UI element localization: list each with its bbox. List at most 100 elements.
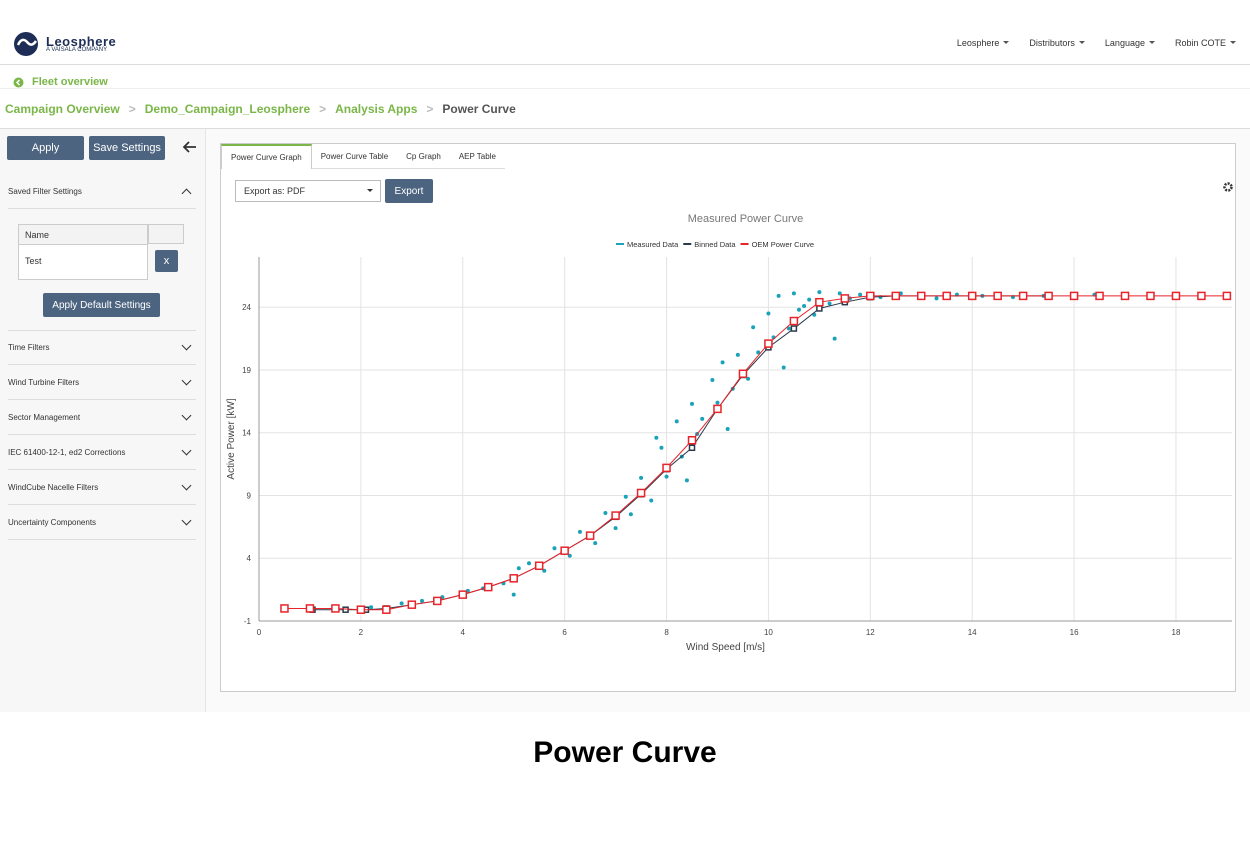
series-marker <box>342 606 349 613</box>
tab[interactable]: Power Curve Table <box>311 144 398 169</box>
tab[interactable]: AEP Table <box>449 144 505 169</box>
data-point <box>516 566 521 571</box>
y-tick-label: 9 <box>247 491 252 500</box>
series-marker <box>917 291 926 301</box>
series-marker <box>662 463 671 473</box>
series-line <box>284 295 1227 611</box>
filter-section[interactable]: WindCube Nacelle Filters <box>8 470 196 505</box>
data-point <box>649 498 654 503</box>
filter-section[interactable]: Wind Turbine Filters <box>8 365 196 400</box>
x-tick-label: 18 <box>1172 628 1181 637</box>
y-tick-label: 19 <box>242 366 251 375</box>
nav-item[interactable]: Distributors <box>1029 38 1085 48</box>
legend-label: Binned Data <box>694 240 736 249</box>
table-cell[interactable]: Test <box>25 256 42 266</box>
filter-section[interactable]: Sector Management <box>8 400 196 435</box>
header <box>0 0 1250 65</box>
series-marker <box>305 604 315 613</box>
data-point <box>700 416 705 421</box>
crumb[interactable]: Analysis Apps <box>335 101 418 116</box>
section-title: Uncertainty Components <box>8 517 97 527</box>
saved-table: Name Test <box>18 224 148 280</box>
tabs: Power Curve Graph Power Curve Table Cp G… <box>221 144 505 169</box>
data-point <box>827 301 832 306</box>
delete-button[interactable]: x <box>155 250 178 272</box>
series-marker <box>331 604 340 613</box>
series-marker <box>407 600 417 609</box>
crumb[interactable]: Campaign Overview <box>5 101 120 116</box>
x-tick-label: 2 <box>359 628 364 637</box>
default-button[interactable]: Apply Default Settings <box>43 293 160 317</box>
nav-item[interactable]: Robin COTE <box>1175 38 1236 48</box>
tab[interactable]: Power Curve Graph <box>221 144 312 169</box>
select-value: Export as: PDF <box>244 186 306 196</box>
data-point <box>654 435 659 440</box>
data-point <box>710 378 715 383</box>
section-title: WindCube Nacelle Filters <box>8 482 99 492</box>
apply-button[interactable]: Apply <box>7 136 84 160</box>
data-point <box>720 360 725 365</box>
series-marker <box>967 291 977 301</box>
data-point <box>766 311 771 316</box>
logo <box>14 32 38 56</box>
data-point <box>786 326 791 331</box>
series-marker <box>560 546 569 555</box>
section-title: Saved Filter Settings <box>8 186 82 196</box>
data-point <box>593 541 598 546</box>
nav-item[interactable]: Leosphere <box>957 38 1010 48</box>
x-tick-label: 12 <box>866 628 875 637</box>
fleet-link[interactable]: Fleet overview <box>32 76 108 88</box>
series-marker <box>738 369 748 378</box>
save-button[interactable]: Save Settings <box>89 136 165 160</box>
saved-filters-header[interactable]: Saved Filter Settings <box>8 174 196 209</box>
series-marker <box>1120 291 1130 301</box>
filter-section[interactable]: Time Filters <box>8 330 196 365</box>
breadcrumb: Campaign Overview > Demo_Campaign_Leosphe… <box>0 88 1250 129</box>
filter-section[interactable]: Uncertainty Components <box>8 505 196 540</box>
data-point <box>420 598 425 603</box>
table-header-blank <box>148 224 184 244</box>
data-point <box>756 350 761 355</box>
data-point <box>577 529 582 534</box>
export-select[interactable]: Export as: PDF <box>235 180 381 202</box>
settings-icon[interactable] <box>1222 180 1234 194</box>
data-point <box>639 475 644 480</box>
series-marker <box>1044 291 1053 301</box>
filter-section[interactable]: IEC 61400-12-1, ed2 Corrections <box>8 435 196 470</box>
series-marker <box>942 291 951 301</box>
x-tick-label: 4 <box>461 628 466 637</box>
x-tick-label: 10 <box>764 628 773 637</box>
data-point <box>369 605 374 610</box>
series-marker <box>789 316 799 326</box>
y-tick-label: -1 <box>244 617 252 626</box>
section-title: Wind Turbine Filters <box>8 377 80 387</box>
data-point <box>751 325 756 330</box>
series-marker <box>816 305 823 312</box>
select-caret <box>367 189 373 195</box>
data-point <box>791 291 796 296</box>
export-button[interactable]: Export <box>385 179 433 203</box>
crumb[interactable]: Demo_Campaign_Leosphere <box>144 101 311 116</box>
collapse-icon[interactable] <box>183 141 197 153</box>
tab[interactable]: Cp Graph <box>397 144 450 169</box>
caption: Power Curve <box>533 736 717 769</box>
series-marker <box>815 297 824 307</box>
series-marker <box>790 325 798 332</box>
series-marker <box>382 605 391 614</box>
series-marker <box>483 582 493 592</box>
data-point <box>802 303 807 308</box>
series-marker <box>534 561 544 571</box>
series-marker <box>458 590 468 599</box>
chart-panel <box>220 143 1236 692</box>
data-point <box>796 307 801 312</box>
x-tick-label: 16 <box>1070 628 1079 637</box>
data-point <box>628 512 633 517</box>
series-marker <box>1018 291 1028 301</box>
series-marker <box>636 488 646 498</box>
series-marker <box>356 605 366 614</box>
series-marker <box>1222 291 1232 301</box>
table-header: Name <box>19 225 147 245</box>
series-marker <box>687 436 697 445</box>
nav-item[interactable]: Language <box>1105 38 1155 48</box>
